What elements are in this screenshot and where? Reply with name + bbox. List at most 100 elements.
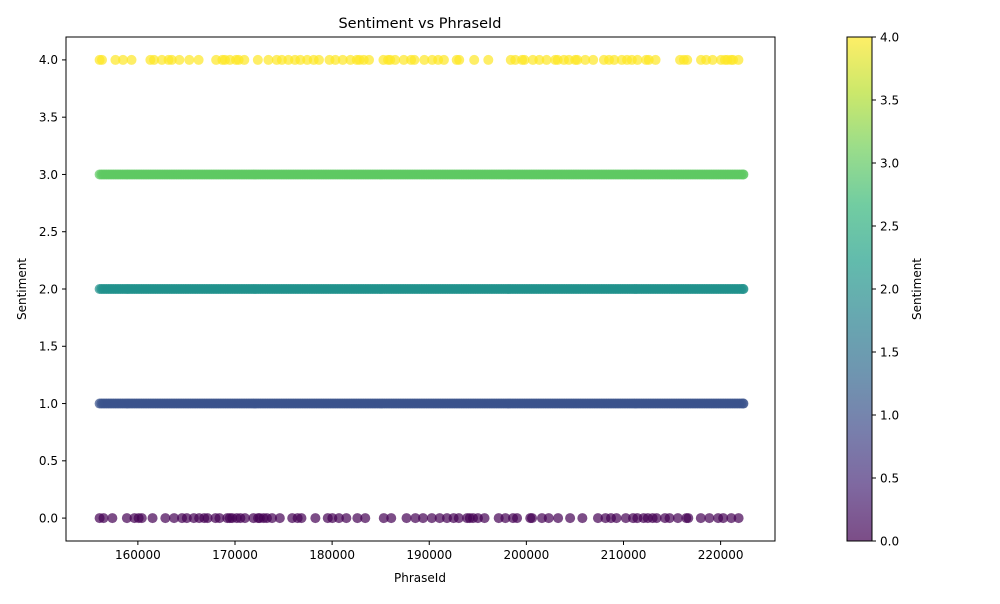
data-point bbox=[181, 513, 192, 524]
data-point bbox=[500, 513, 511, 524]
data-point bbox=[121, 513, 132, 524]
x-tick-label: 200000 bbox=[503, 548, 549, 562]
colorbar-tick-label: 3.5 bbox=[880, 93, 899, 107]
data-point bbox=[239, 54, 250, 65]
data-point bbox=[295, 54, 306, 65]
data-point bbox=[718, 513, 729, 524]
series-sentiment-3 bbox=[94, 169, 749, 180]
colorbar-label: Sentiment bbox=[910, 258, 924, 320]
colorbar-tick-label: 2.0 bbox=[880, 282, 899, 296]
series-sentiment-1 bbox=[94, 398, 749, 409]
data-point bbox=[541, 54, 552, 65]
data-point bbox=[479, 513, 490, 524]
data-point bbox=[580, 54, 591, 65]
colorbar-tick-label: 0.5 bbox=[880, 471, 899, 485]
chart-title: Sentiment vs PhraseId bbox=[338, 16, 501, 32]
y-tick-label: 2.5 bbox=[39, 225, 58, 239]
y-tick-label: 2.0 bbox=[39, 282, 58, 296]
data-point bbox=[118, 54, 129, 65]
data-point bbox=[572, 54, 583, 65]
data-point bbox=[409, 54, 420, 65]
colorbar-tick-label: 4.0 bbox=[880, 30, 899, 44]
data-point bbox=[650, 54, 661, 65]
data-point bbox=[364, 54, 375, 65]
data-point bbox=[434, 513, 445, 524]
colorbar bbox=[847, 37, 872, 541]
data-point bbox=[483, 54, 494, 65]
x-tick-label: 220000 bbox=[698, 548, 744, 562]
data-point bbox=[738, 169, 749, 180]
series-sentiment-4 bbox=[94, 54, 744, 65]
data-point bbox=[651, 513, 662, 524]
colorbar-axis: 0.0 0.5 1.0 1.5 2.0 2.5 3.0 3.5 4.0 bbox=[872, 30, 899, 548]
data-point bbox=[214, 513, 225, 524]
data-point bbox=[733, 513, 744, 524]
data-point bbox=[454, 54, 465, 65]
data-point bbox=[632, 54, 643, 65]
data-point bbox=[609, 54, 620, 65]
data-point bbox=[263, 54, 274, 65]
data-point bbox=[239, 513, 250, 524]
colorbar-tick-label: 1.5 bbox=[880, 345, 899, 359]
colorbar-tick-label: 0.0 bbox=[880, 534, 899, 548]
data-point bbox=[107, 513, 118, 524]
data-point bbox=[341, 513, 352, 524]
data-point bbox=[704, 513, 715, 524]
data-point bbox=[166, 54, 177, 65]
data-point bbox=[738, 284, 749, 294]
data-point bbox=[469, 54, 480, 65]
data-point bbox=[565, 513, 576, 524]
data-point bbox=[202, 513, 213, 524]
y-tick-label: 3.5 bbox=[39, 110, 58, 124]
y-tick-label: 0.5 bbox=[39, 454, 58, 468]
data-point bbox=[147, 513, 158, 524]
data-point bbox=[588, 54, 599, 65]
data-point bbox=[313, 54, 324, 65]
x-tick-label: 210000 bbox=[601, 548, 647, 562]
data-point bbox=[274, 513, 285, 524]
data-point bbox=[738, 398, 749, 409]
data-point bbox=[386, 513, 397, 524]
data-point bbox=[592, 513, 603, 524]
data-point bbox=[378, 513, 389, 524]
x-axis: 160000 170000 180000 190000 200000 210000 2200… bbox=[115, 541, 744, 562]
data-point bbox=[160, 513, 171, 524]
y-axis: 0.0 0.5 1.0 1.5 2.0 2.5 3.0 3.5 4.0 bbox=[39, 53, 66, 525]
data-point bbox=[695, 513, 706, 524]
data-points bbox=[94, 54, 749, 524]
data-point bbox=[577, 513, 588, 524]
data-point bbox=[611, 513, 622, 524]
data-point bbox=[193, 54, 204, 65]
x-tick-label: 180000 bbox=[309, 548, 355, 562]
data-point bbox=[510, 54, 521, 65]
data-point bbox=[398, 54, 409, 65]
data-point bbox=[620, 513, 631, 524]
x-axis-label: PhraseId bbox=[394, 571, 446, 585]
data-point bbox=[733, 54, 744, 65]
data-point bbox=[98, 513, 109, 524]
data-point bbox=[310, 513, 321, 524]
data-point bbox=[453, 513, 464, 524]
data-point bbox=[707, 54, 718, 65]
data-point bbox=[184, 54, 195, 65]
data-point bbox=[553, 513, 564, 524]
data-point bbox=[252, 54, 263, 65]
series-sentiment-0 bbox=[94, 513, 744, 524]
data-point bbox=[418, 513, 429, 524]
data-point bbox=[149, 54, 160, 65]
data-point bbox=[360, 513, 371, 524]
data-point bbox=[726, 513, 737, 524]
data-point bbox=[352, 513, 363, 524]
data-point bbox=[296, 513, 307, 524]
data-point bbox=[672, 513, 683, 524]
colorbar-tick-label: 3.0 bbox=[880, 156, 899, 170]
data-point bbox=[438, 54, 449, 65]
y-tick-label: 3.0 bbox=[39, 168, 58, 182]
data-point bbox=[174, 54, 185, 65]
data-point bbox=[527, 513, 538, 524]
data-point bbox=[664, 513, 675, 524]
data-point bbox=[683, 513, 694, 524]
x-tick-label: 170000 bbox=[212, 548, 258, 562]
colorbar-tick-label: 2.5 bbox=[880, 219, 899, 233]
